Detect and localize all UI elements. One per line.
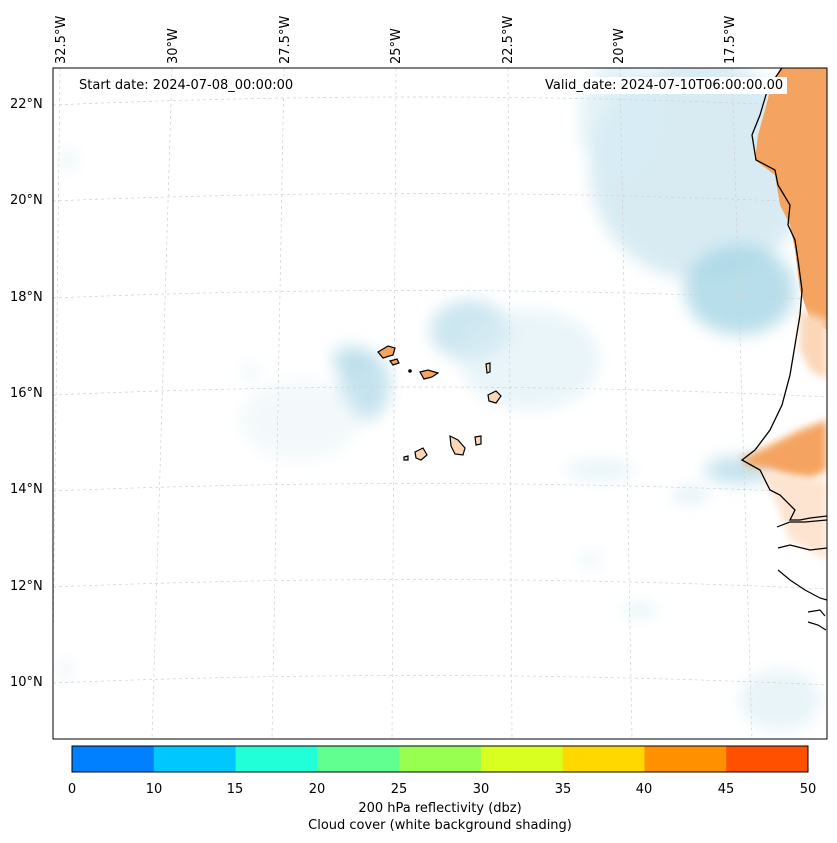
island-sao-vicente — [388, 358, 400, 366]
colorbar-tick: 30 — [472, 782, 490, 797]
island-santa-luzia — [408, 369, 412, 373]
colorbar-segment — [399, 746, 482, 772]
colorbar-tick: 20 — [308, 782, 326, 797]
colorbar-tick: 15 — [226, 782, 244, 797]
africa-coastline — [740, 68, 827, 521]
lon-label-22-5w: 22.5°W — [501, 15, 516, 64]
lon-label-17-5w: 17.5°W — [723, 15, 738, 64]
colorbar-segment — [72, 746, 155, 772]
lon-label-32-5w: 32.5°W — [54, 15, 69, 64]
reflectivity-shading — [740, 68, 827, 560]
colorbar-segment — [480, 746, 564, 772]
gambia-coastline — [776, 519, 827, 631]
lat-label-12n: 12°N — [10, 579, 43, 594]
valid-date-label: Valid_date: 2024-07-10T06:00:00.00 — [541, 77, 788, 94]
island-boa-vista — [487, 390, 502, 404]
colorbar-segment — [644, 746, 727, 772]
colorbar-tick: 0 — [67, 782, 77, 797]
lon-label-25w: 25°W — [389, 28, 404, 64]
colorbar-tick: 45 — [717, 782, 735, 797]
colorbar-sublabel: Cloud cover (white background shading) — [308, 818, 572, 833]
island-sal — [485, 362, 491, 374]
island-maio — [474, 435, 482, 446]
colorbar-tick: 50 — [799, 782, 817, 797]
lat-label-18n: 18°N — [10, 290, 43, 305]
start-date-label: Start date: 2024-07-08_00:00:00 — [75, 77, 298, 94]
colorbar-segment — [562, 746, 645, 772]
colorbar-segment — [726, 746, 809, 772]
island-santo-antao — [377, 345, 396, 359]
colorbar-tick: 25 — [390, 782, 408, 797]
lon-label-20w: 20°W — [612, 28, 627, 64]
colorbar-segment — [235, 746, 318, 772]
lat-label-20n: 20°N — [10, 193, 43, 208]
colorbar-tick: 35 — [554, 782, 572, 797]
map-frame — [52, 67, 828, 740]
lon-label-27-5w: 27.5°W — [278, 15, 293, 64]
map-plot-area — [53, 68, 827, 739]
colorbar-segment — [317, 746, 400, 772]
colorbar-segment — [153, 746, 237, 772]
island-sao-nicolau — [419, 369, 440, 380]
colorbar-tick: 40 — [635, 782, 653, 797]
island-santiago — [449, 434, 466, 456]
cloud-cover-shading — [57, 68, 820, 730]
lat-label-14n: 14°N — [10, 482, 43, 497]
lat-label-22n: 22°N — [10, 97, 43, 112]
lon-label-30w: 30°W — [166, 28, 181, 64]
lat-label-10n: 10°N — [10, 675, 43, 690]
colorbar-label: 200 hPa reflectivity (dbz) — [358, 801, 522, 816]
lat-label-16n: 16°N — [10, 386, 43, 401]
colorbar-frame — [71, 745, 809, 773]
colorbar-tick: 10 — [145, 782, 163, 797]
island-fogo — [414, 447, 428, 461]
island-brava — [403, 455, 409, 461]
colorbar — [72, 746, 809, 772]
cape-verde-islands — [377, 345, 502, 461]
